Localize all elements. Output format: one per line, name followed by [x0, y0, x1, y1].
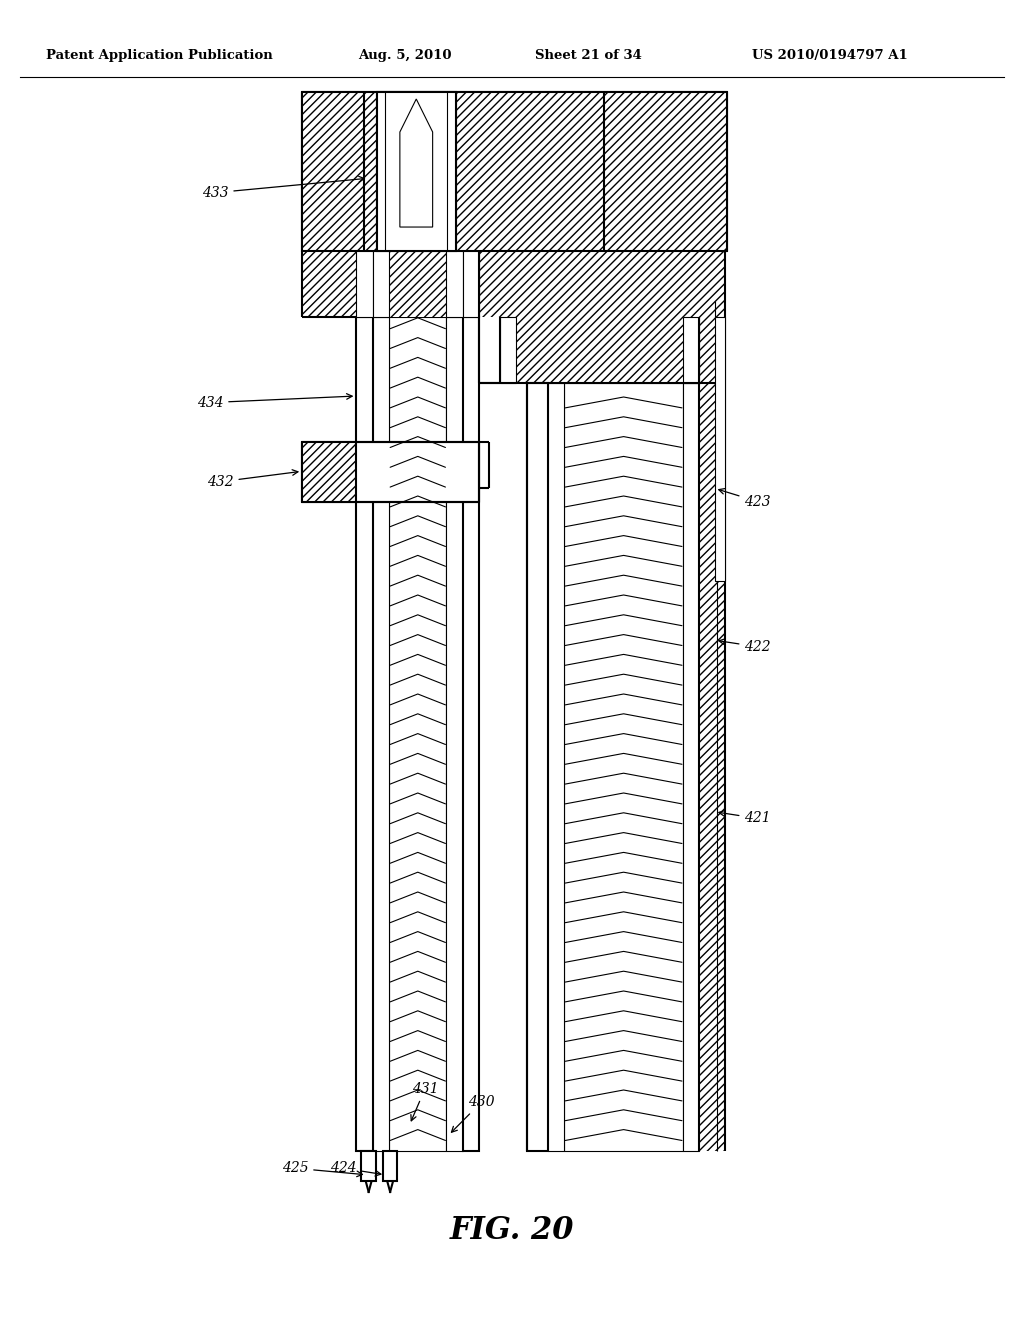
Text: 425: 425: [282, 1162, 362, 1176]
Bar: [456, 92, 604, 251]
Text: Aug. 5, 2010: Aug. 5, 2010: [357, 49, 452, 62]
Bar: [302, 92, 727, 251]
Text: Sheet 21 of 34: Sheet 21 of 34: [536, 49, 642, 62]
Bar: [302, 442, 356, 502]
Text: FIG. 20: FIG. 20: [450, 1214, 574, 1246]
Bar: [564, 383, 683, 1151]
Bar: [479, 251, 725, 317]
Bar: [604, 92, 727, 251]
Bar: [500, 317, 516, 383]
Bar: [389, 251, 446, 317]
Bar: [516, 317, 683, 383]
Bar: [463, 251, 479, 317]
Text: 423: 423: [719, 488, 771, 508]
Text: 432: 432: [207, 470, 298, 488]
Text: 433: 433: [202, 177, 365, 199]
Bar: [715, 317, 725, 581]
Bar: [446, 317, 463, 1151]
Bar: [361, 1151, 376, 1181]
Text: 434: 434: [197, 393, 352, 409]
Bar: [699, 383, 725, 1151]
Bar: [302, 92, 364, 251]
Text: Patent Application Publication: Patent Application Publication: [46, 49, 272, 62]
Bar: [527, 383, 548, 1151]
Bar: [683, 383, 699, 1151]
Bar: [446, 251, 463, 317]
Bar: [364, 92, 377, 251]
Bar: [383, 1151, 397, 1181]
Polygon shape: [399, 99, 432, 227]
Bar: [302, 251, 364, 317]
Bar: [377, 92, 456, 251]
Bar: [548, 383, 564, 1151]
Text: US 2010/0194797 A1: US 2010/0194797 A1: [752, 49, 907, 62]
Bar: [356, 317, 373, 1151]
Bar: [389, 317, 446, 1151]
Bar: [699, 317, 725, 383]
Bar: [463, 317, 479, 1151]
Bar: [373, 317, 389, 1151]
Bar: [683, 317, 699, 383]
Text: 430: 430: [452, 1096, 495, 1133]
Text: 421: 421: [719, 810, 771, 825]
Text: 424: 424: [330, 1162, 381, 1176]
Bar: [373, 251, 389, 317]
Text: 431: 431: [411, 1082, 438, 1121]
Bar: [356, 251, 373, 317]
Text: 422: 422: [719, 639, 771, 653]
Bar: [302, 442, 479, 502]
